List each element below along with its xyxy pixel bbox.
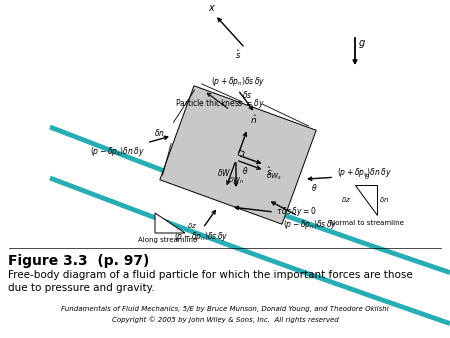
Text: $\delta W_s$: $\delta W_s$ [266,172,282,183]
Text: Normal to streamline: Normal to streamline [330,220,404,226]
Text: $\delta s$: $\delta s$ [160,217,170,226]
Text: Fundamentals of Fluid Mechanics, 5/E by Bruce Munson, Donald Young, and Theodore: Fundamentals of Fluid Mechanics, 5/E by … [61,306,389,312]
Text: $(p-\delta p_n)\delta s\,\delta y$: $(p-\delta p_n)\delta s\,\delta y$ [174,230,228,243]
Text: $x$: $x$ [208,3,216,13]
Text: $\delta z$: $\delta z$ [187,220,197,230]
Text: $(p+\delta p_n)\delta s\,\delta y$: $(p+\delta p_n)\delta s\,\delta y$ [211,75,265,88]
Text: Figure 3.3  (p. 97): Figure 3.3 (p. 97) [8,254,149,268]
Text: $(p-\delta p_n)\delta s\,\delta y$: $(p-\delta p_n)\delta s\,\delta y$ [283,218,337,231]
Text: Free-body diagram of a fluid particle for which the important forces are those
d: Free-body diagram of a fluid particle fo… [8,270,413,293]
Text: $\hat{n}$: $\hat{n}$ [250,113,257,126]
Polygon shape [160,86,316,224]
Text: $\delta n$: $\delta n$ [379,195,389,204]
Polygon shape [355,185,377,215]
Text: $\delta W_n$: $\delta W_n$ [228,176,244,186]
Text: $\delta W$: $\delta W$ [216,167,231,177]
Text: Along streamline: Along streamline [139,237,198,243]
Text: $\hat{s}$: $\hat{s}$ [266,166,273,178]
Text: $\hat{s}$: $\hat{s}$ [235,49,241,61]
Text: Copyright © 2005 by John Wiley & Sons, Inc.  All rights reserved: Copyright © 2005 by John Wiley & Sons, I… [112,316,338,323]
Text: $g$: $g$ [358,38,366,50]
Text: $\theta$: $\theta$ [242,165,248,175]
Text: $\tau\,\delta s\,\delta y=0$: $\tau\,\delta s\,\delta y=0$ [276,206,316,218]
Text: $(p-\delta p_s)\delta n\,\delta y$: $(p-\delta p_s)\delta n\,\delta y$ [90,145,144,158]
Text: Particle thickness $=\delta y$: Particle thickness $=\delta y$ [175,97,265,110]
Text: $\theta$: $\theta$ [364,172,370,181]
Text: $\theta$: $\theta$ [311,182,318,193]
Text: $\delta s$: $\delta s$ [242,89,252,100]
Text: $\delta n$: $\delta n$ [154,127,165,138]
Polygon shape [155,213,185,233]
Text: $(p+\delta p_s)\delta n\,\delta y$: $(p+\delta p_s)\delta n\,\delta y$ [337,166,392,179]
Text: $\delta z$: $\delta z$ [341,195,351,204]
Text: $\theta$: $\theta$ [158,222,164,231]
